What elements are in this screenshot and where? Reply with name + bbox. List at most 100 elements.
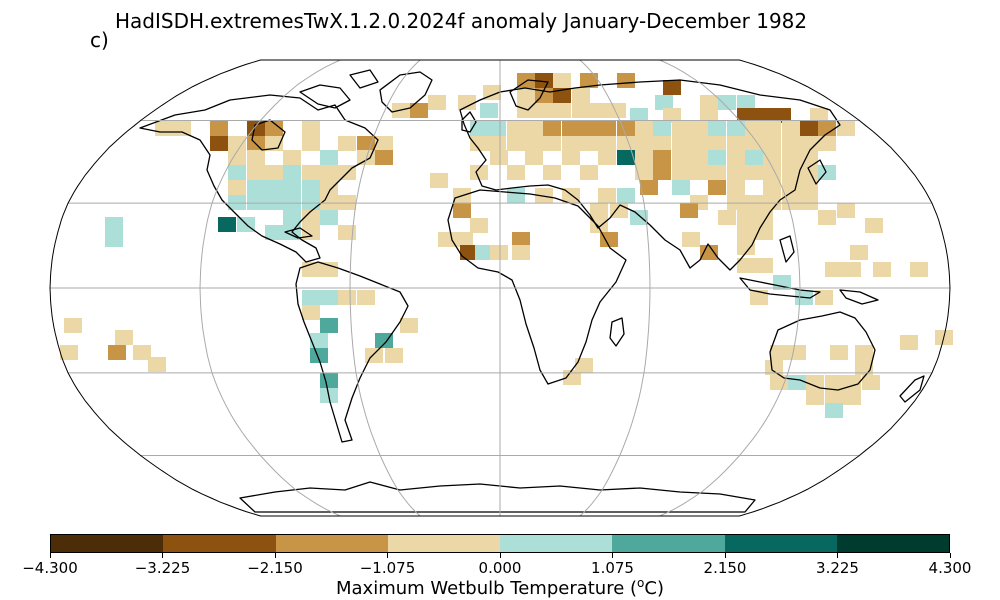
grid-cell <box>653 121 671 136</box>
meridian--60 <box>349 59 421 517</box>
grid-cell <box>608 103 626 118</box>
grid-cell <box>105 217 123 232</box>
grid-cell <box>773 275 791 290</box>
grid-cell <box>535 73 553 88</box>
grid-cell <box>265 195 283 210</box>
grid-cell <box>525 121 543 136</box>
grid-cell <box>512 232 530 247</box>
grid-cell <box>310 333 328 348</box>
grid-cell <box>543 121 561 136</box>
grid-cell <box>265 180 283 195</box>
grid-cell <box>320 165 338 180</box>
grid-cell <box>320 210 338 225</box>
coast-indonesia <box>739 277 879 305</box>
grid-cell <box>718 210 736 225</box>
coast-north-america <box>139 94 379 263</box>
grid-cell <box>247 121 265 136</box>
grid-cell <box>800 136 818 151</box>
grid-cell <box>543 165 561 180</box>
grid-cell <box>283 210 301 225</box>
colorbar-tick-mark <box>499 553 501 558</box>
colorbar-tick-label: 3.225 <box>816 559 859 577</box>
grid-cell <box>598 150 616 165</box>
coast-madagascar <box>609 317 625 347</box>
colorbar-tick-mark <box>162 553 163 558</box>
grid-cell <box>320 373 338 388</box>
grid-cell <box>480 103 498 118</box>
grid-cell <box>580 165 598 180</box>
grid-cell <box>338 290 356 305</box>
colorbar-ticks: −4.300 −3.225 −2.150 −1.075 0.000 1.075 2.150 3… <box>22 553 971 577</box>
grid-cell <box>617 136 635 151</box>
grid-cell <box>210 121 228 136</box>
grid-cell <box>690 121 708 136</box>
grid-cell <box>338 225 356 240</box>
grid-cell <box>910 262 928 277</box>
panel-label: c) <box>90 28 109 52</box>
grid-cell <box>682 232 700 247</box>
coast-australia <box>769 311 876 391</box>
grid-cell <box>843 390 861 405</box>
grid-cell <box>788 345 806 360</box>
colorbar-segment <box>387 535 500 552</box>
grid-cell <box>672 165 690 180</box>
grid-cell <box>745 195 763 210</box>
grid-cell <box>763 136 781 151</box>
grid-cell <box>700 95 718 110</box>
grid-cell <box>737 258 755 273</box>
grid-cell <box>357 290 375 305</box>
grid-cell <box>247 180 265 195</box>
grid-cell <box>635 136 653 151</box>
colorbar-segment <box>275 535 388 552</box>
grid-cell <box>745 165 763 180</box>
grid-cell <box>825 262 843 277</box>
grid-cell <box>617 121 635 136</box>
grid-cell <box>598 121 616 136</box>
grid-cell <box>727 150 745 165</box>
grid-cell <box>525 136 543 151</box>
grid-cell <box>873 262 891 277</box>
grid-cell <box>512 245 530 260</box>
grid-cell <box>617 150 635 165</box>
grid-cell <box>617 188 635 203</box>
grid-cell <box>228 180 246 195</box>
grid-cell <box>708 121 726 136</box>
grid-cell <box>357 136 375 151</box>
grid-cell <box>302 180 320 195</box>
grid-cell <box>470 218 488 233</box>
grid-cell <box>247 165 265 180</box>
colorbar-segment <box>724 535 837 552</box>
grid-cell <box>825 390 843 405</box>
coast-philippines <box>779 235 795 263</box>
grid-cell <box>490 245 508 260</box>
grid-cell <box>837 203 855 218</box>
grid-cell <box>782 121 800 136</box>
map-title: HadISDH.extremesTwX.1.2.0.2024f anomaly … <box>115 9 808 33</box>
coast-eurasia <box>459 79 841 271</box>
grid-cell <box>708 165 726 180</box>
colorbar-tick-label: −3.225 <box>134 559 191 577</box>
grid-cell <box>228 150 246 165</box>
colorbar-tick-label: 0.000 <box>478 559 522 577</box>
grid-cell <box>265 121 283 136</box>
grid-cell <box>825 375 843 390</box>
grid-cell <box>708 136 726 151</box>
grid-cell <box>655 95 673 110</box>
grid-cell <box>283 180 301 195</box>
grid-cell <box>302 305 320 320</box>
grid-cell <box>553 88 571 103</box>
grid-cell <box>302 136 320 151</box>
coast-scandinavia <box>509 79 549 111</box>
grid-cell <box>155 121 173 136</box>
grid-cell <box>737 240 755 255</box>
grid-cell <box>782 180 800 195</box>
grid-cell <box>635 165 653 180</box>
grid-cell <box>708 150 726 165</box>
grid-cell <box>64 318 82 333</box>
grid-cell <box>535 103 553 118</box>
grid-cell <box>575 358 593 373</box>
grid-cell <box>782 150 800 165</box>
grid-cell <box>228 165 246 180</box>
grid-cell <box>458 95 476 110</box>
grid-cell <box>430 173 448 188</box>
